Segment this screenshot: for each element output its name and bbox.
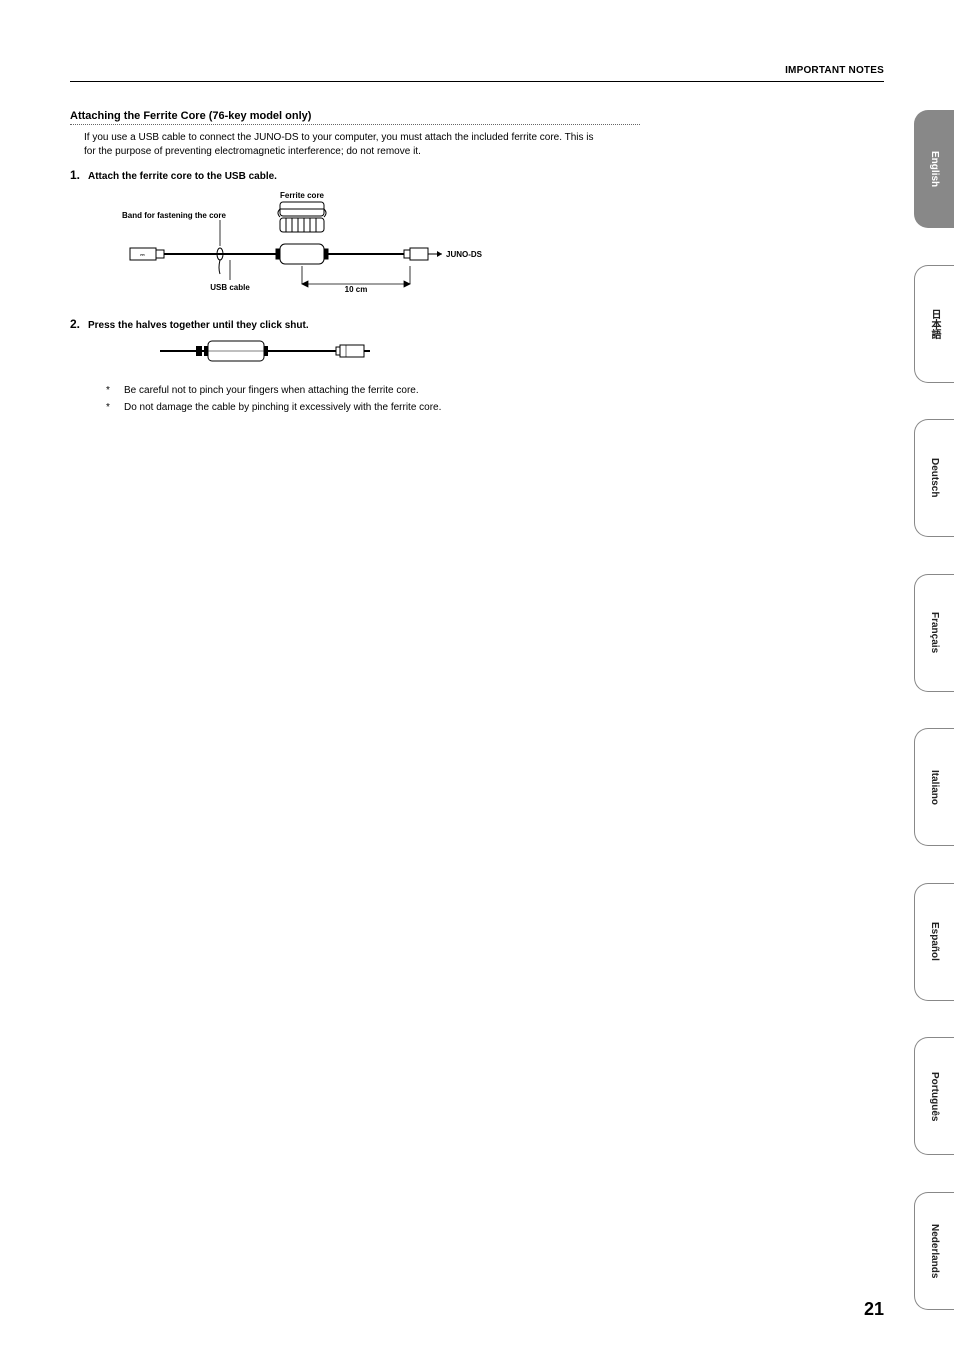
note-text: Be careful not to pinch your fingers whe… <box>124 384 419 398</box>
label-ferrite-core: Ferrite core <box>280 191 325 200</box>
label-juno: JUNO-DS <box>446 250 483 259</box>
lang-tab-japanese[interactable]: 日本語 <box>914 265 954 383</box>
step-2: 2. Press the halves together until they … <box>70 317 884 331</box>
note-item: * Do not damage the cable by pinching it… <box>106 401 626 415</box>
step-1-text: Attach the ferrite core to the USB cable… <box>88 171 277 182</box>
step-2-text: Press the halves together until they cli… <box>88 320 309 331</box>
header-rule: IMPORTANT NOTES <box>70 60 884 82</box>
dimension-10cm <box>302 266 410 287</box>
label-band: Band for fastening the core <box>122 211 227 220</box>
band-icon <box>217 248 223 274</box>
diagram-ferrite-closed <box>160 337 884 370</box>
svg-text:⎓: ⎓ <box>140 253 145 259</box>
connector-right-icon <box>404 248 428 260</box>
lang-tab-portugues[interactable]: Português <box>914 1037 954 1155</box>
step-1-number: 1. <box>70 168 84 182</box>
notes-list: * Be careful not to pinch your fingers w… <box>106 384 626 415</box>
section-heading: Attaching the Ferrite Core (76-key model… <box>70 110 640 125</box>
note-item: * Be careful not to pinch your fingers w… <box>106 384 626 398</box>
note-text: Do not damage the cable by pinching it e… <box>124 401 441 415</box>
page: IMPORTANT NOTES Attaching the Ferrite Co… <box>0 0 954 1350</box>
step-2-number: 2. <box>70 317 84 331</box>
label-distance: 10 cm <box>345 285 368 294</box>
diagram-ferrite-open: Ferrite core Band for fastening the core <box>110 188 884 303</box>
page-number: 21 <box>864 1299 884 1320</box>
lang-tab-italiano[interactable]: Italiano <box>914 728 954 846</box>
lang-tab-nederlands[interactable]: Nederlands <box>914 1192 954 1310</box>
header-title: IMPORTANT NOTES <box>785 65 884 76</box>
lang-tab-francais[interactable]: Français <box>914 574 954 692</box>
lang-tab-english[interactable]: English <box>914 110 954 228</box>
section-intro: If you use a USB cable to connect the JU… <box>84 131 604 158</box>
lang-tab-deutsch[interactable]: Deutsch <box>914 419 954 537</box>
step-1: 1. Attach the ferrite core to the USB ca… <box>70 168 884 182</box>
ferrite-core-icon <box>278 202 326 232</box>
language-tabs: English 日本語 Deutsch Français Italiano Es… <box>894 110 954 1310</box>
label-usb-cable: USB cable <box>210 283 250 292</box>
asterisk-icon: * <box>106 401 114 415</box>
lang-tab-espanol[interactable]: Español <box>914 883 954 1001</box>
usb-plug-icon: ⎓ <box>130 248 164 260</box>
asterisk-icon: * <box>106 384 114 398</box>
ferrite-on-cable-icon <box>276 244 328 264</box>
